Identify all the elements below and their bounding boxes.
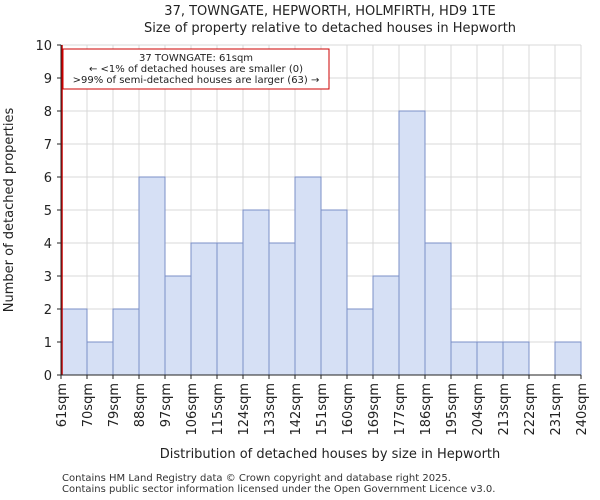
histogram-bar bbox=[268, 242, 296, 376]
histogram-bar bbox=[346, 308, 374, 376]
chart-subtitle: Size of property relative to detached ho… bbox=[144, 21, 516, 36]
x-tick-label: 186sqm bbox=[419, 383, 434, 436]
y-tick-label: 9 bbox=[44, 72, 52, 87]
x-tick-label: 115sqm bbox=[211, 383, 226, 436]
histogram-bar bbox=[502, 341, 530, 376]
y-tick-label: 1 bbox=[44, 336, 52, 351]
y-tick-label: 0 bbox=[44, 369, 52, 384]
footer-licence: Contains public sector information licen… bbox=[62, 484, 496, 495]
x-ticks: 61sqm 70sqm 79sqm 88sqm 97sqm 106sqm 115sqm 124… bbox=[55, 375, 590, 436]
histogram-bar bbox=[450, 341, 478, 376]
y-tick-label: 10 bbox=[35, 39, 52, 54]
annotation-line-2: ← <1% of detached houses are smaller (0) bbox=[89, 64, 303, 75]
x-tick-label: 177sqm bbox=[393, 383, 408, 436]
x-tick-label: 204sqm bbox=[471, 383, 486, 436]
annotation-line-3: >99% of semi-detached houses are larger … bbox=[73, 75, 320, 86]
x-tick-label: 97sqm bbox=[159, 383, 174, 427]
x-tick-label: 169sqm bbox=[367, 383, 382, 436]
x-tick-label: 70sqm bbox=[81, 383, 96, 427]
histogram-bar bbox=[320, 209, 348, 376]
histogram-bar bbox=[60, 308, 88, 376]
annotation-box bbox=[62, 48, 330, 90]
x-tick-label: 195sqm bbox=[445, 383, 460, 436]
histogram-bar bbox=[372, 275, 400, 376]
x-tick-label: 124sqm bbox=[237, 383, 252, 436]
footer-copyright: Contains HM Land Registry data © Crown c… bbox=[62, 473, 451, 484]
x-tick-label: 222sqm bbox=[523, 383, 538, 436]
histogram-bar bbox=[424, 242, 452, 376]
histogram-bar bbox=[242, 209, 270, 376]
x-tick-label: 79sqm bbox=[107, 383, 122, 427]
y-tick-label: 8 bbox=[44, 105, 52, 120]
x-tick-label: 151sqm bbox=[315, 383, 330, 436]
x-tick-label: 133sqm bbox=[263, 383, 278, 436]
x-tick-label: 213sqm bbox=[497, 383, 512, 436]
y-tick-label: 3 bbox=[44, 270, 52, 285]
histogram-bar bbox=[554, 341, 582, 376]
x-tick-label: 240sqm bbox=[575, 383, 590, 436]
chart-title: 37, TOWNGATE, HEPWORTH, HOLMFIRTH, HD9 1… bbox=[164, 4, 495, 19]
x-tick-label: 142sqm bbox=[289, 383, 304, 436]
x-tick-label: 160sqm bbox=[341, 383, 356, 436]
bars bbox=[60, 110, 582, 376]
histogram-bar bbox=[190, 242, 218, 376]
x-tick-label: 106sqm bbox=[185, 383, 200, 436]
annotation-line-1: 37 TOWNGATE: 61sqm bbox=[139, 53, 253, 64]
histogram-bar bbox=[476, 341, 504, 376]
y-tick-label: 6 bbox=[44, 171, 52, 186]
y-tick-label: 2 bbox=[44, 303, 52, 318]
x-tick-label: 231sqm bbox=[549, 383, 564, 436]
histogram-bar bbox=[86, 341, 114, 376]
y-axis-label: Number of detached properties bbox=[2, 108, 17, 313]
y-tick-label: 5 bbox=[44, 204, 52, 219]
x-tick-label: 61sqm bbox=[55, 383, 70, 427]
histogram-bar bbox=[294, 176, 322, 376]
histogram-bar bbox=[216, 242, 244, 376]
y-tick-label: 4 bbox=[44, 237, 52, 252]
histogram-bar bbox=[138, 176, 166, 376]
histogram-bar bbox=[398, 110, 426, 376]
y-ticks: 0 1 2 3 4 5 6 7 8 9 10 bbox=[35, 39, 61, 384]
x-tick-label: 88sqm bbox=[133, 383, 148, 427]
histogram-bar bbox=[112, 308, 140, 376]
histogram-bar bbox=[164, 275, 192, 376]
x-axis-label: Distribution of detached houses by size … bbox=[160, 447, 501, 462]
y-tick-label: 7 bbox=[44, 138, 52, 153]
